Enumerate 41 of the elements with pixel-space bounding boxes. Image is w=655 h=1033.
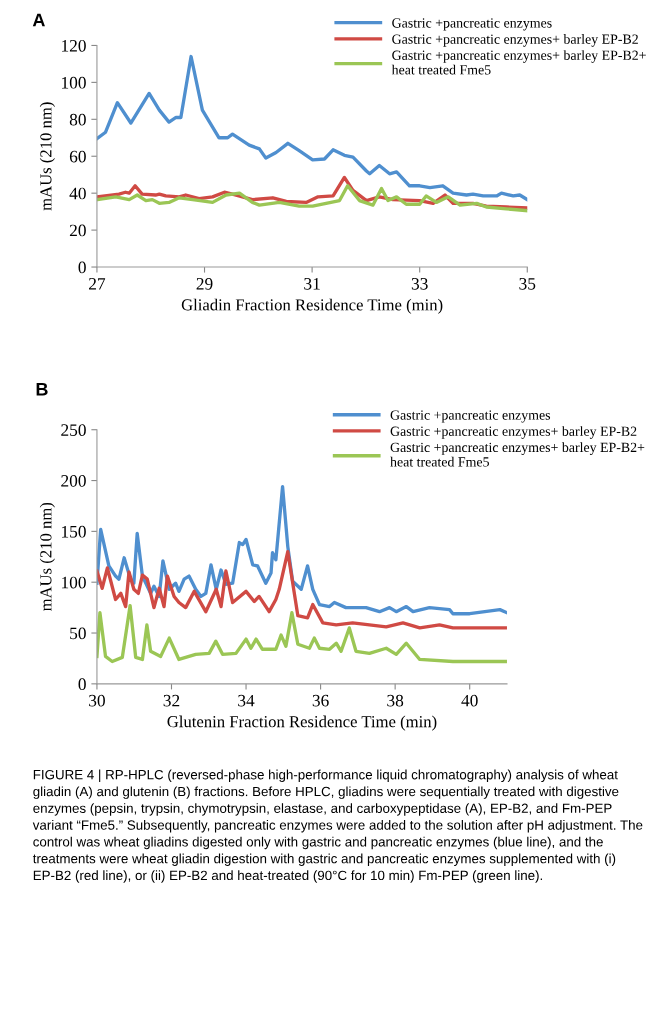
y-tick-label: 150 [62,525,86,538]
y-tick-label: 100 [62,576,86,589]
legend-label: Gastric +pancreatic enzymes+ barley EP-B2+ heat treated Fme5 [390,442,645,467]
x-axis-title: Gliadin Fraction Residence Time (min) [181,298,443,314]
legend-label: Gastric +pancreatic enzymes+ barley EP-B2+ heat treated Fme5 [391,50,646,75]
chart-title: A [32,13,45,27]
x-tick-label: 35 [519,278,536,290]
x-tick-label: 30 [89,694,105,707]
line-series [96,484,507,616]
x-tick-label: 31 [304,278,320,290]
legend-label: Gastric +pancreatic enzymes [390,410,551,423]
y-tick-label: 250 [61,424,86,436]
y-tick-label: 50 [70,627,86,640]
line-series [96,550,507,630]
legend-label: Gastric +pancreatic enzymes+ barley EP-B2 [392,34,638,47]
y-tick-label: 120 [62,39,86,52]
chart-title: B [36,383,48,396]
x-tick-label: 34 [238,694,255,707]
x-tick-label: 40 [461,694,478,707]
y-axis-title: mAUs (210 nm) [39,102,55,211]
y-tick-label: 40 [69,187,86,200]
legend-label: Gastric +pancreatic enzymes+ barley EP-B2 [390,426,637,439]
line-series [96,184,528,213]
x-tick-label: 27 [89,278,106,290]
y-tick-label: 80 [69,113,86,126]
y-tick-label: 100 [62,76,86,89]
y-tick-label: 200 [61,475,86,487]
x-tick-label: 33 [411,278,428,290]
y-tick-label: 0 [78,678,86,691]
x-tick-label: 38 [387,694,404,707]
caption: FIGURE 4 | RP-HPLC (reversed-phase high-performance liquid chromatography) analysis of wheat gliadin (A) and glutenin (B) fractions. Before HPLC, gliadins were sequentially treated with digestive enzymes (pepsin, trypsin, chymotrypsin, elastase, and carboxypeptidase (A), EP-B2, and Fm-PEP variant “Fme5.” Subsequently, pancreatic enzymes were added to the solution after pH adjustment. The control was wheat gliadins digested only with gastric and pancreatic enzymes (blue line), and the treatments were wheat gliadin digestion with gastric and pancreatic enzymes supplemented with (i) EP-B2 (red line), or (ii) EP-B2 and heat-treated (90°C for 10 min) Fm-PEP (green line). [32,769,643,883]
legend-label: Gastric +pancreatic enzymes [392,18,552,31]
y-axis-title: mAUs (210 nm) [39,502,55,612]
y-tick-label: 60 [69,150,86,163]
x-tick-label: 29 [196,278,213,290]
x-tick-label: 36 [312,694,329,707]
y-tick-label: 20 [69,224,86,237]
line-series [96,603,507,664]
x-axis-title: Glutenin Fraction Residence Time (min) [167,715,437,731]
y-tick-label: 0 [78,261,86,274]
x-tick-label: 32 [163,694,180,707]
